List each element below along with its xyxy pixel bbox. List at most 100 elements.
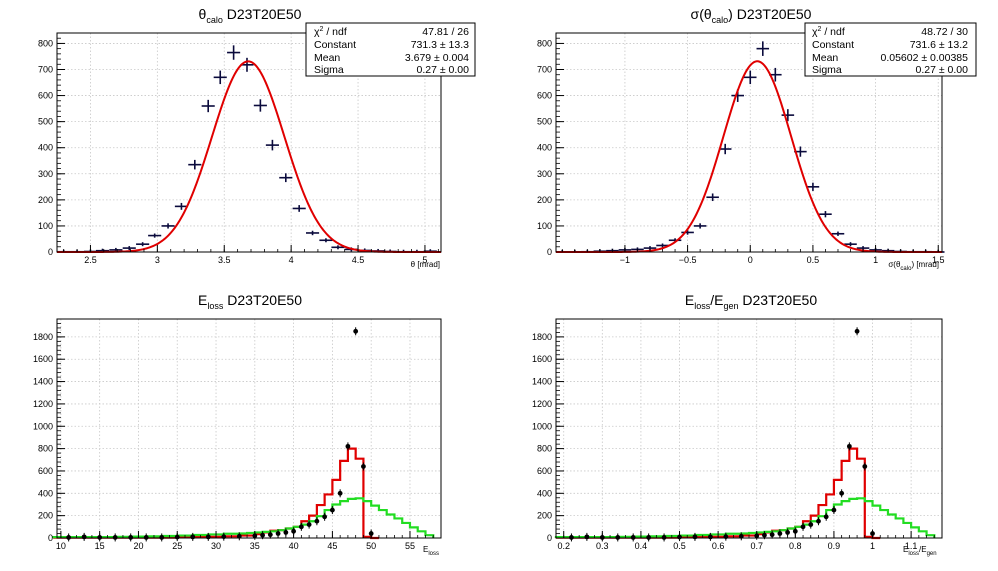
- y-tick-label: 1000: [532, 421, 552, 431]
- x-axis-label: Eloss: [423, 545, 439, 557]
- x-tick-label: 0.8: [789, 541, 802, 551]
- pad-eloss-over-egen: Eloss/Egen D23T20E50 0.2 0.3 0.4 0.5 0.6 0.7 0…: [532, 292, 943, 557]
- y-tick-label: 800: [537, 444, 552, 454]
- y-tick-label: 0: [48, 247, 53, 257]
- x-tick-label: 0.3: [596, 541, 609, 551]
- axes: 10 15 20 25 30 35 40 45 50 55 0 200 400 600 800 1000 120…: [33, 318, 442, 551]
- x-tick-label: 5: [422, 255, 427, 265]
- x-tick-label: 1: [870, 541, 875, 551]
- x-tick-label: 0: [748, 255, 753, 265]
- stats-value-mean: 0.05602 ± 0.00385: [880, 52, 968, 64]
- y-tick-label: 400: [38, 488, 53, 498]
- pad-theta-calo: θcalo D23T20E50 2.5 3 3.5 4 4.5 5 0 100 200 300 40…: [38, 6, 476, 269]
- y-tick-label: 1000: [33, 421, 53, 431]
- stats-label-mean: Mean: [812, 52, 838, 64]
- x-tick-label: 35: [250, 541, 260, 551]
- y-tick-label: 1600: [532, 354, 552, 364]
- stats-label-chi2: χ2 / ndf: [314, 26, 347, 38]
- y-tick-label: 800: [537, 38, 552, 48]
- green-step-histogram: [554, 497, 936, 539]
- y-tick-label: 400: [38, 143, 53, 153]
- stats-label-chi2: χ2 / ndf: [812, 26, 845, 38]
- x-tick-label: 3: [155, 255, 160, 265]
- y-tick-label: 600: [537, 91, 552, 101]
- y-tick-label: 200: [537, 195, 552, 205]
- y-tick-label: 0: [547, 533, 552, 543]
- green-step-histogram: [52, 497, 435, 539]
- y-tick-label: 1400: [532, 377, 552, 387]
- x-tick-label: 3.5: [218, 255, 231, 265]
- stats-label-sigma: Sigma: [812, 64, 842, 76]
- x-tick-label: 50: [366, 541, 376, 551]
- y-tick-label: 200: [38, 195, 53, 205]
- stats-value-sigma: 0.27 ± 0.00: [417, 64, 470, 76]
- gaussian-fit-curve: [556, 60, 942, 253]
- y-tick-label: 800: [38, 444, 53, 454]
- stats-label-constant: Constant: [812, 39, 854, 51]
- stats-value-sigma: 0.27 ± 0.00: [916, 64, 969, 76]
- y-tick-label: 400: [537, 143, 552, 153]
- x-tick-label: 4: [289, 255, 294, 265]
- y-tick-label: 1800: [33, 332, 53, 342]
- grid: [556, 319, 942, 539]
- x-tick-label: 0.5: [673, 541, 686, 551]
- x-tick-label: 55: [405, 541, 415, 551]
- y-tick-label: 1400: [33, 377, 53, 387]
- y-tick-label: 200: [537, 511, 552, 521]
- stats-label-mean: Mean: [314, 52, 340, 64]
- y-tick-label: 600: [537, 466, 552, 476]
- x-tick-label: 4.5: [352, 255, 365, 265]
- y-tick-label: 500: [38, 117, 53, 127]
- x-axis-label: θ [mrad]: [411, 260, 440, 269]
- plot-frame: [56, 318, 442, 539]
- x-tick-label: 45: [327, 541, 337, 551]
- x-axis-label: Eloss/Egen: [903, 545, 937, 557]
- x-tick-label: 0.6: [712, 541, 725, 551]
- x-tick-label: 15: [95, 541, 105, 551]
- x-tick-label: 1: [873, 255, 878, 265]
- x-tick-label: 30: [211, 541, 221, 551]
- stats-box: χ2 / ndf 48.72 / 30 Constant 731.6 ± 13.…: [804, 22, 977, 77]
- y-tick-label: 1200: [532, 399, 552, 409]
- stats-value-constant: 731.6 ± 13.2: [910, 39, 968, 51]
- y-tick-label: 600: [38, 466, 53, 476]
- gaussian-fit-curve: [57, 60, 441, 253]
- x-tick-label: 40: [289, 541, 299, 551]
- axes: 2.5 3 3.5 4 4.5 5 0 100 200 300 400 500 600 700 800: [38, 32, 439, 265]
- y-tick-label: 1200: [33, 399, 53, 409]
- stats-value-chi2: 47.81 / 26: [422, 26, 469, 38]
- pad-sigma-theta-calo: σ(θcalo) D23T20E50 −1 −0.5 0 0.5 1 1.5 0 100 200…: [537, 6, 977, 272]
- y-tick-label: 600: [38, 91, 53, 101]
- chart-title: σ(θcalo) D23T20E50: [691, 6, 812, 25]
- stats-label-constant: Constant: [314, 39, 356, 51]
- y-tick-label: 1800: [532, 332, 552, 342]
- y-tick-label: 1600: [33, 354, 53, 364]
- y-tick-label: 100: [537, 221, 552, 231]
- axes: 0.2 0.3 0.4 0.5 0.6 0.7 0.8 0.9 1 1.1 0 200 400 600 80…: [532, 318, 935, 551]
- x-tick-label: 20: [133, 541, 143, 551]
- x-tick-label: 10: [56, 541, 66, 551]
- x-tick-label: 0.2: [557, 541, 570, 551]
- plot-frame: [555, 318, 943, 539]
- chart-title: Eloss D23T20E50: [198, 292, 302, 311]
- y-tick-label: 200: [38, 511, 53, 521]
- grid: [57, 319, 441, 539]
- x-tick-label: −1: [620, 255, 630, 265]
- chart-title: Eloss/Egen D23T20E50: [685, 292, 817, 311]
- y-tick-label: 0: [547, 247, 552, 257]
- y-tick-label: 700: [38, 65, 53, 75]
- y-tick-label: 300: [38, 169, 53, 179]
- y-tick-label: 100: [38, 221, 53, 231]
- y-tick-label: 700: [537, 65, 552, 75]
- x-tick-label: 0.7: [750, 541, 763, 551]
- chart-title: θcalo D23T20E50: [199, 6, 302, 25]
- y-tick-label: 500: [537, 117, 552, 127]
- stats-label-sigma: Sigma: [314, 64, 344, 76]
- x-tick-label: 2.5: [84, 255, 97, 265]
- x-tick-label: −0.5: [679, 255, 697, 265]
- stats-value-constant: 731.3 ± 13.3: [411, 39, 469, 51]
- y-tick-label: 800: [38, 38, 53, 48]
- y-tick-label: 400: [537, 488, 552, 498]
- x-axis-label: σ(θcalo) [mrad]: [888, 260, 939, 272]
- x-tick-label: 0.4: [635, 541, 648, 551]
